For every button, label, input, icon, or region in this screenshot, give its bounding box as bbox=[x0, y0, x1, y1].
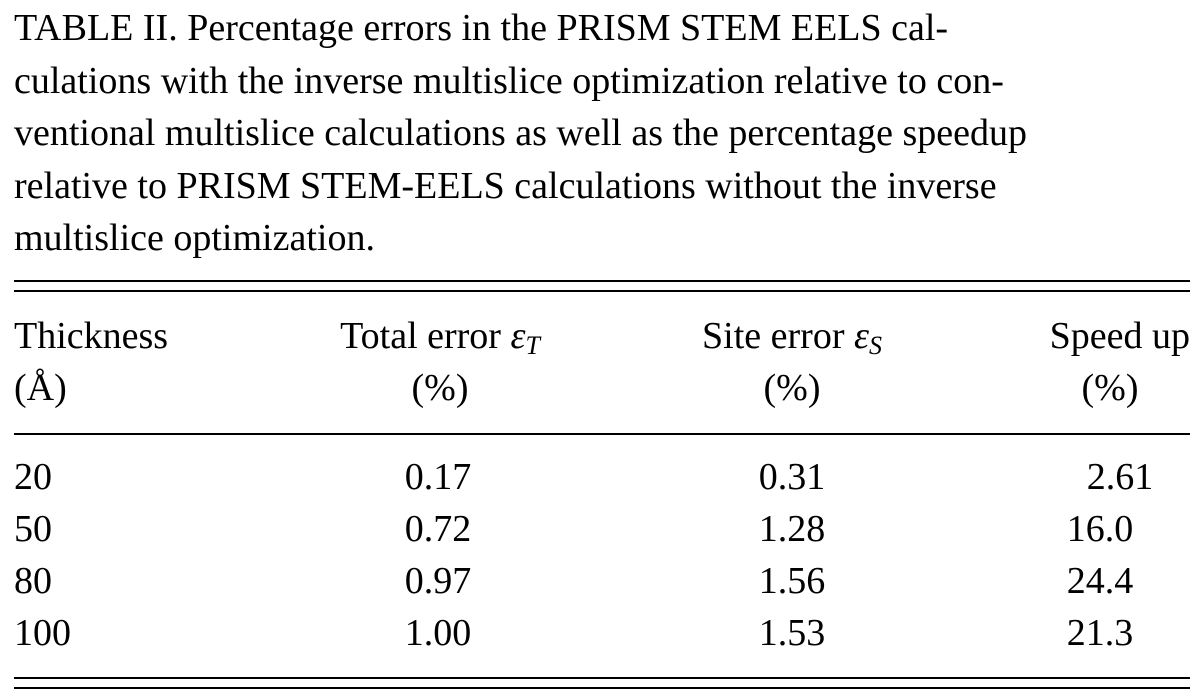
header-site-error-unit: (%) bbox=[763, 367, 821, 409]
header-site-error-label: Site error bbox=[702, 315, 845, 357]
cell-total-error: 0.97 bbox=[404, 560, 472, 602]
caption-line-2: culations with the inverse multislice op… bbox=[14, 59, 1004, 102]
cell-speed-up: 21.3 bbox=[1066, 612, 1134, 654]
header-speed-up-unit: (%) bbox=[1081, 367, 1139, 409]
header-rule bbox=[14, 433, 1190, 435]
header-speed-up: Speed up bbox=[1049, 315, 1190, 357]
cell-thickness: 100 bbox=[14, 612, 71, 654]
bottom-rule-1 bbox=[14, 677, 1190, 679]
cell-thickness: 50 bbox=[14, 508, 52, 550]
cell-site-error: 1.56 bbox=[758, 560, 826, 602]
cell-thickness: 80 bbox=[14, 560, 52, 602]
caption-line-5: multislice optimization. bbox=[14, 217, 375, 259]
header-total-error: Total error εT bbox=[340, 314, 540, 368]
cell-site-error: 1.53 bbox=[758, 612, 826, 654]
header-total-error-unit: (%) bbox=[411, 367, 469, 409]
header-site-error-subscript: S bbox=[868, 331, 882, 360]
caption-line-3: ventional multislice calculations as wel… bbox=[14, 112, 1027, 154]
header-site-error-symbol: ε bbox=[853, 315, 869, 357]
cell-total-error: 0.72 bbox=[404, 508, 472, 550]
cell-speed-up: 2.61 bbox=[1086, 456, 1154, 498]
bottom-rule-2 bbox=[14, 687, 1190, 689]
table-caption: TABLE II. Percentage errors in the PRISM… bbox=[14, 2, 1190, 265]
top-rule-2 bbox=[14, 290, 1190, 292]
top-rule-1 bbox=[14, 280, 1190, 282]
header-total-error-symbol: ε bbox=[510, 315, 526, 357]
header-thickness-unit: (Å) bbox=[14, 367, 67, 409]
cell-total-error: 1.00 bbox=[404, 612, 472, 654]
header-thickness: Thickness bbox=[14, 315, 169, 357]
cell-site-error: 1.28 bbox=[758, 508, 826, 550]
cell-thickness: 20 bbox=[14, 456, 52, 498]
caption-line-1: TABLE II. Percentage errors in the PRISM… bbox=[14, 7, 949, 49]
header-site-error: Site error εS bbox=[702, 314, 882, 368]
cell-speed-up: 24.4 bbox=[1066, 560, 1134, 602]
caption-line-4: relative to PRISM STEM-EELS calculations… bbox=[14, 164, 997, 207]
header-total-error-label: Total error bbox=[340, 315, 501, 357]
cell-speed-up: 16.0 bbox=[1066, 508, 1134, 550]
cell-total-error: 0.17 bbox=[404, 456, 472, 498]
cell-site-error: 0.31 bbox=[758, 456, 826, 498]
header-total-error-subscript: T bbox=[525, 331, 540, 360]
